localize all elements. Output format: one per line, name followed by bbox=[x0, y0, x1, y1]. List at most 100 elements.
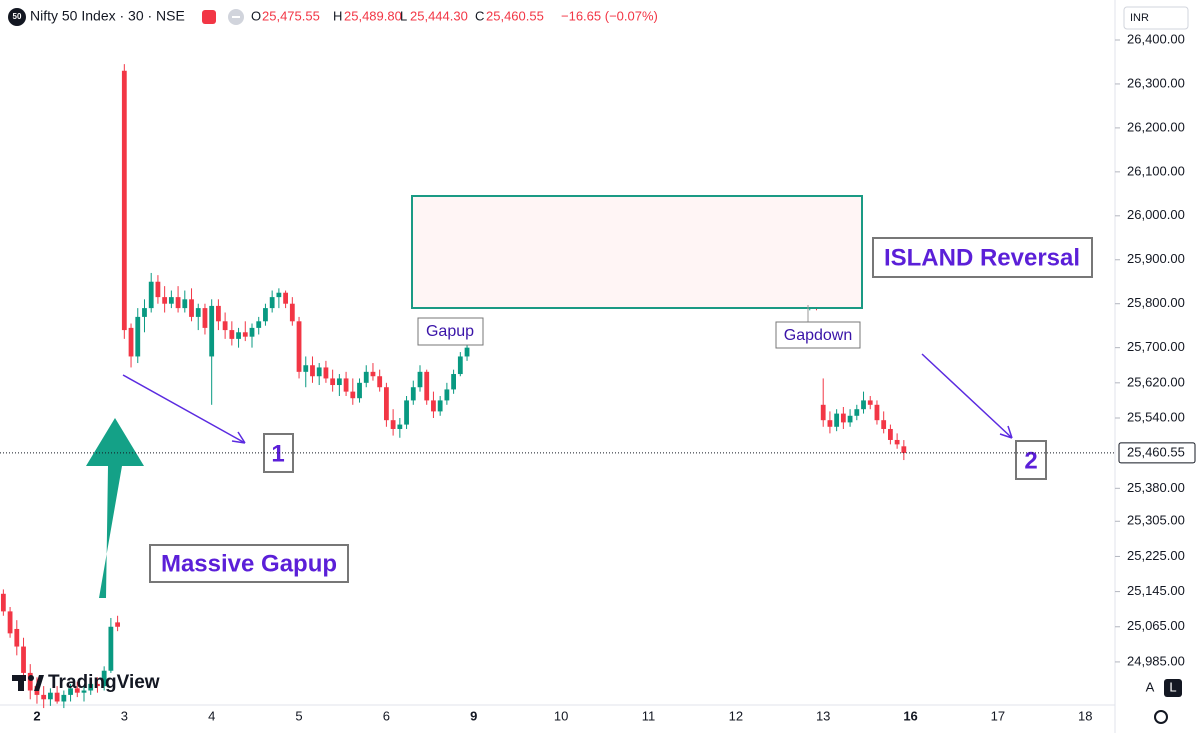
symbol-logo bbox=[8, 8, 26, 26]
gapdown-box bbox=[775, 321, 861, 349]
candle-body bbox=[464, 347, 470, 357]
candle-body bbox=[410, 387, 416, 401]
x-tick-label: 4 bbox=[208, 708, 215, 723]
candle-body bbox=[242, 332, 248, 337]
y-tick-label: 25,900.00 bbox=[1127, 251, 1185, 266]
gapdown-label: Gapdown bbox=[784, 327, 853, 344]
y-tick-label: 25,225.00 bbox=[1127, 548, 1185, 563]
candle-body bbox=[256, 321, 262, 328]
candle-body bbox=[148, 281, 154, 309]
x-tick-label: 6 bbox=[383, 708, 390, 723]
candle-body bbox=[861, 400, 866, 410]
y-tick-label: 26,000.00 bbox=[1127, 207, 1185, 222]
candle-body bbox=[404, 400, 409, 425]
candle-body bbox=[390, 420, 396, 429]
candle-body bbox=[303, 365, 309, 372]
candle-body bbox=[249, 327, 255, 337]
candle-body bbox=[7, 611, 13, 634]
candle-body bbox=[834, 413, 840, 427]
island-label: ISLAND Reversal bbox=[884, 244, 1080, 271]
candle-body bbox=[155, 281, 161, 298]
candle-body bbox=[424, 371, 430, 401]
candle-body bbox=[894, 439, 900, 445]
candle-body bbox=[182, 299, 188, 309]
candle-body bbox=[189, 299, 194, 317]
candle-body bbox=[168, 297, 174, 304]
candle-body bbox=[41, 694, 47, 700]
gapup-label: Gapup bbox=[426, 323, 474, 340]
y-tick-label: 25,540.00 bbox=[1127, 409, 1185, 424]
y-tick-label: 25,145.00 bbox=[1127, 583, 1185, 598]
marker-label: 1 bbox=[271, 440, 284, 467]
candle-body bbox=[236, 332, 241, 339]
candle-body bbox=[444, 389, 450, 401]
x-tick-label: 9 bbox=[470, 708, 477, 723]
arrow bbox=[122, 374, 246, 444]
auto-button[interactable]: A bbox=[1146, 679, 1155, 694]
symbol-title: Nifty 50 Index · 30 · NSE bbox=[30, 8, 185, 24]
ohlc-change: −16.65 (−0.07%) bbox=[561, 8, 658, 23]
currency-button[interactable] bbox=[1123, 6, 1189, 30]
candle-body bbox=[397, 424, 403, 429]
y-tick-label: 25,305.00 bbox=[1127, 513, 1185, 528]
candle-body bbox=[88, 683, 94, 691]
logo-text: 50 bbox=[13, 12, 22, 21]
candle-body bbox=[437, 400, 443, 412]
ohlc-value: 25,460.55 bbox=[486, 8, 544, 23]
candle-body bbox=[847, 415, 853, 423]
island-box bbox=[411, 195, 863, 309]
ohlc-label: H bbox=[333, 8, 342, 23]
candle-body bbox=[142, 308, 147, 317]
candle-body bbox=[175, 297, 181, 309]
logo-shape bbox=[28, 675, 34, 681]
ohlc-label: L bbox=[400, 8, 407, 23]
x-tick-label: 5 bbox=[295, 708, 302, 723]
candle-body bbox=[451, 374, 456, 390]
candle-body bbox=[330, 378, 336, 386]
candle-body bbox=[343, 378, 349, 392]
last-price-box bbox=[1118, 442, 1196, 464]
last-price-label: 25,460.55 bbox=[1127, 444, 1185, 459]
ohlc-value: 25,444.30 bbox=[410, 8, 468, 23]
currency-label: INR bbox=[1130, 12, 1149, 24]
log-button-bg[interactable] bbox=[1164, 679, 1182, 697]
y-tick-label: 26,300.00 bbox=[1127, 75, 1185, 90]
candle-body bbox=[115, 622, 120, 627]
candle-body bbox=[820, 404, 826, 421]
y-tick-label: 25,380.00 bbox=[1127, 480, 1185, 495]
candle-body bbox=[21, 646, 26, 673]
candle-body bbox=[68, 688, 73, 695]
y-tick-label: 26,100.00 bbox=[1127, 163, 1185, 178]
candle-body bbox=[209, 305, 215, 357]
candle-body bbox=[121, 70, 127, 331]
candle-body bbox=[95, 683, 100, 687]
candle-body bbox=[162, 297, 168, 304]
candle-body bbox=[357, 382, 362, 399]
candle-body bbox=[384, 387, 389, 421]
x-tick-label: 12 bbox=[729, 708, 743, 723]
island-label-box bbox=[872, 237, 1093, 278]
candle-body bbox=[336, 378, 342, 386]
flag-icon[interactable] bbox=[202, 10, 216, 24]
candle-body bbox=[202, 308, 208, 328]
log-button[interactable]: L bbox=[1169, 679, 1176, 694]
x-tick-label: 3 bbox=[121, 708, 128, 723]
y-tick-label: 25,800.00 bbox=[1127, 295, 1185, 310]
y-tick-label: 25,620.00 bbox=[1127, 374, 1185, 389]
x-tick-label: 16 bbox=[903, 708, 917, 723]
candle-body bbox=[888, 428, 893, 440]
settings-icon[interactable] bbox=[1154, 710, 1168, 724]
massive-label: Massive Gapup bbox=[161, 550, 337, 577]
candle-body bbox=[0, 593, 6, 612]
candle-body bbox=[54, 692, 60, 702]
candle-body bbox=[289, 303, 295, 322]
ohlc-value: 25,475.55 bbox=[262, 8, 320, 23]
candle-body bbox=[135, 316, 141, 357]
y-tick-label: 26,200.00 bbox=[1127, 119, 1185, 134]
logo-shape bbox=[34, 675, 44, 691]
ohlc-label: O bbox=[251, 8, 261, 23]
x-tick-label: 17 bbox=[991, 708, 1005, 723]
candle-body bbox=[854, 409, 860, 416]
